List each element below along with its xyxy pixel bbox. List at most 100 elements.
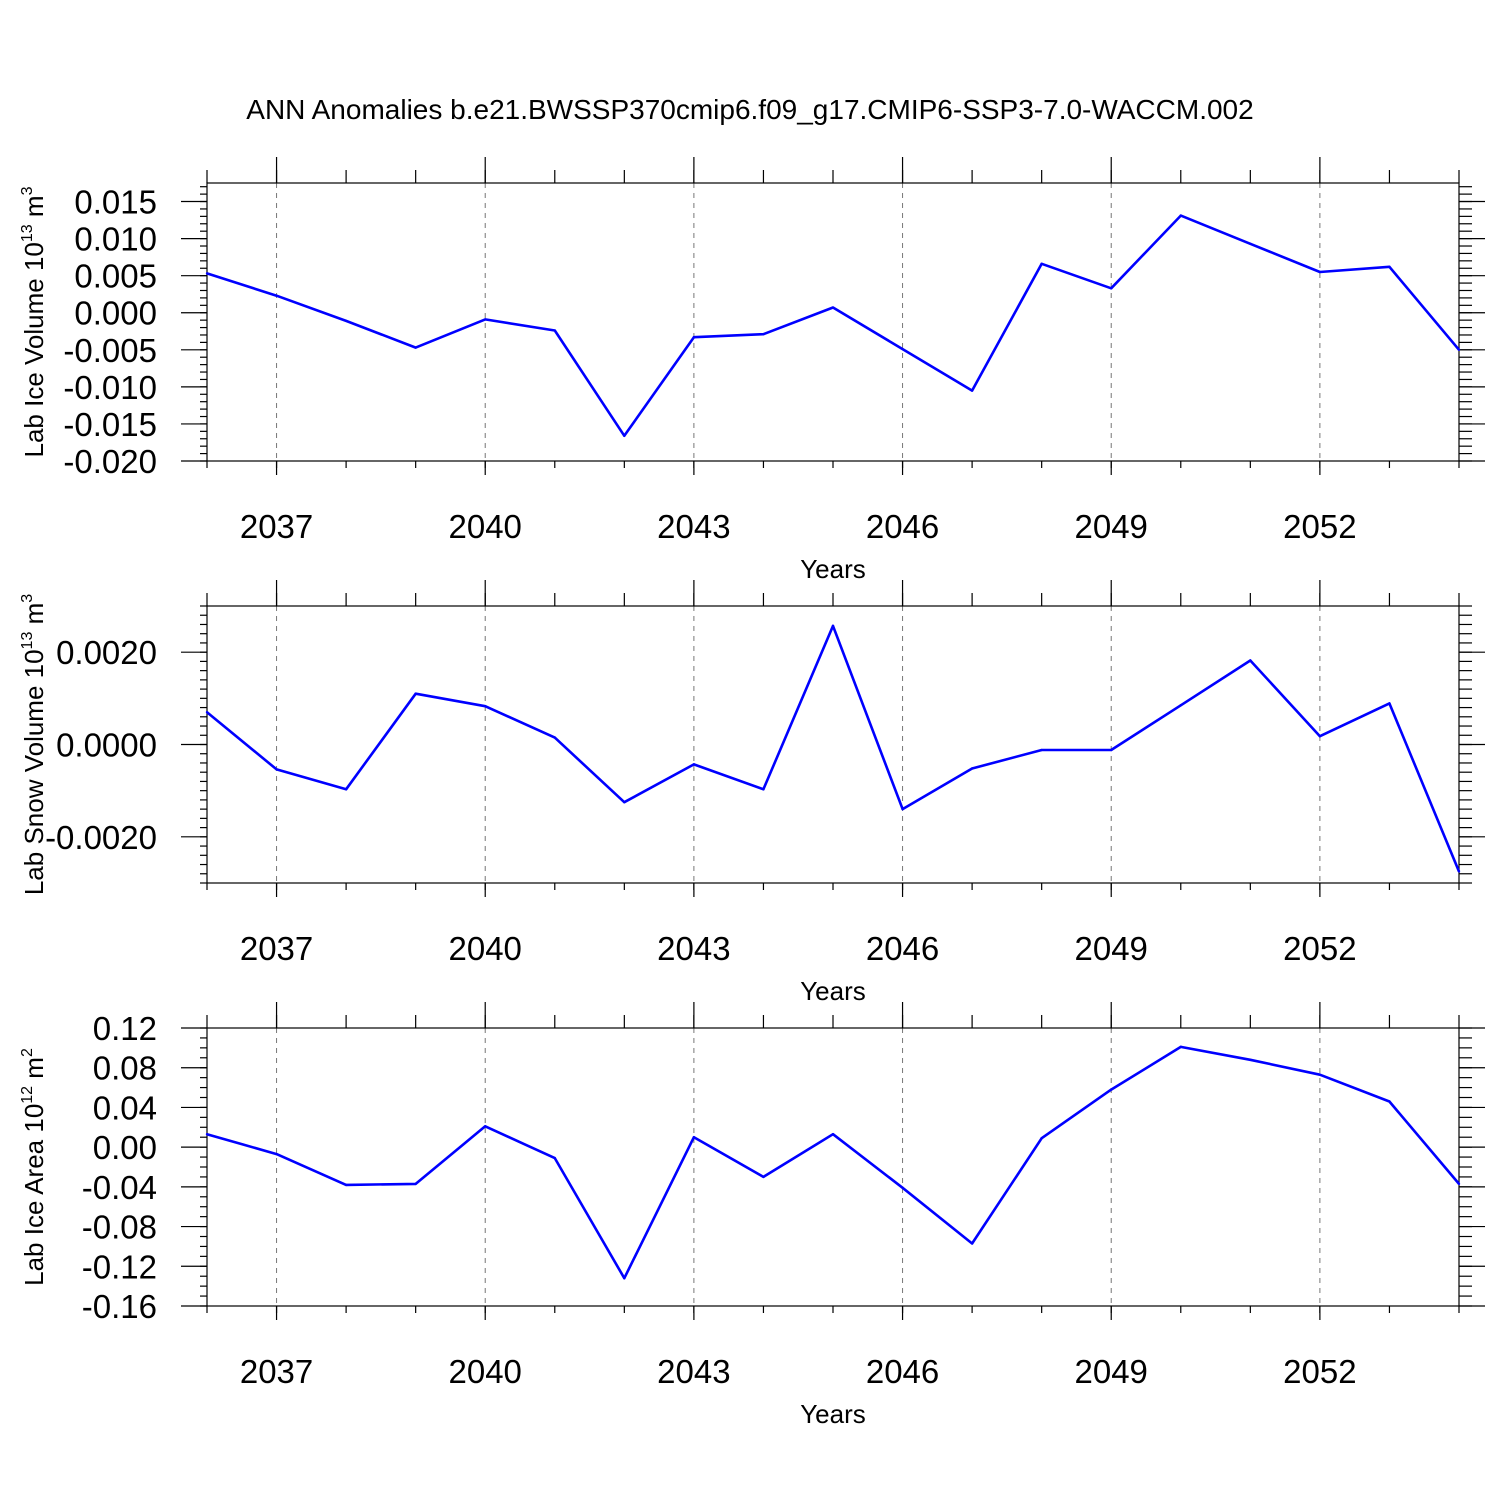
x-tick-label: 2037	[240, 930, 313, 967]
data-point	[762, 788, 765, 791]
y-axis-label-text: Lab Ice Area 10	[19, 1104, 49, 1286]
data-point	[1318, 734, 1322, 738]
data-point	[275, 768, 278, 771]
data-point	[1318, 1073, 1322, 1076]
data-point	[970, 1242, 974, 1245]
data-point	[1110, 1088, 1113, 1091]
y-axis-label: Lab Snow Volume 1013 m3	[19, 594, 49, 895]
data-point	[553, 736, 556, 739]
y-tick-label: 0.005	[74, 258, 157, 295]
data-point	[1179, 1045, 1182, 1049]
x-tick-label: 2040	[449, 930, 522, 967]
y-tick-label: 0.010	[74, 221, 157, 258]
y-tick-label: -0.020	[63, 443, 157, 480]
chart-panel-1: 2037 2040 2043 2046 2049 2052 0.0150.0100.0050…	[19, 157, 1485, 584]
data-point	[1179, 704, 1182, 707]
y-tick-label: -0.04	[82, 1169, 157, 1206]
plot-frame	[206, 182, 1460, 462]
data-point	[1040, 1137, 1043, 1140]
data-point	[1249, 242, 1252, 245]
data-point	[1249, 659, 1252, 662]
data-point	[901, 807, 904, 811]
data-point	[1457, 870, 1461, 873]
chart-panel-3: 2037 2040 2043 2046 2049 2052 0.120.080.040.00…	[19, 1002, 1485, 1429]
y-axis-label-exponent: 13	[19, 632, 36, 650]
y-tick-label: -0.015	[63, 406, 157, 443]
data-point	[762, 333, 765, 336]
data-point	[1457, 1182, 1461, 1186]
data-point	[1388, 702, 1391, 705]
x-tick-label: 2046	[866, 930, 939, 967]
y-tick-label: 0.04	[93, 1089, 157, 1126]
x-tick-label: 2043	[657, 1353, 730, 1390]
y-axis-label-text: Lab Snow Volume 10	[19, 649, 49, 895]
plot-frame	[206, 1027, 1460, 1307]
x-axis-label: Years	[800, 554, 866, 584]
data-point	[1110, 287, 1113, 290]
data-point	[692, 1136, 696, 1139]
y-tick-label: 0.08	[93, 1050, 157, 1087]
y-tick-label: -0.16	[82, 1288, 157, 1325]
data-point	[623, 434, 626, 437]
data-point	[692, 763, 696, 766]
data-point	[1179, 214, 1182, 217]
y-tick-label: -0.12	[82, 1248, 157, 1285]
y-tick-label: 0.0000	[56, 727, 157, 764]
data-point	[831, 624, 835, 628]
y-axis-label: Lab Ice Area 1012 m2	[19, 1048, 49, 1286]
x-tick-label: 2040	[449, 1353, 522, 1390]
y-axis-label-unit-exponent: 3	[19, 594, 36, 603]
y-axis-label-unit: m	[19, 195, 49, 224]
data-point	[344, 788, 348, 791]
data-point	[901, 347, 904, 351]
data-point	[762, 1175, 765, 1179]
data-point	[205, 710, 209, 714]
x-tick-label: 2049	[1075, 508, 1148, 545]
data-point	[553, 329, 556, 332]
x-tick-label: 2049	[1075, 1353, 1148, 1390]
x-tick-label: 2049	[1075, 930, 1148, 967]
data-point	[414, 1182, 417, 1186]
data-point	[1040, 262, 1043, 266]
data-point	[205, 1133, 209, 1136]
series-line	[206, 624, 1461, 872]
data-point	[1388, 265, 1391, 268]
data-point	[970, 767, 974, 770]
y-tick-label: 0.0020	[56, 634, 157, 671]
y-axis-label-exponent: 13	[19, 224, 36, 242]
data-point	[1040, 748, 1043, 752]
series-line	[206, 1045, 1460, 1280]
x-tick-label: 2043	[657, 930, 730, 967]
y-tick-label: 0.015	[74, 184, 157, 221]
y-tick-label: -0.005	[63, 332, 157, 369]
data-point	[970, 389, 974, 392]
x-tick-label: 2052	[1283, 508, 1356, 545]
y-axis-label-unit-exponent: 3	[19, 186, 36, 195]
data-point	[205, 272, 209, 275]
x-tick-label: 2037	[240, 508, 313, 545]
y-axis-label-exponent: 12	[19, 1086, 36, 1104]
x-tick-label: 2046	[866, 508, 939, 545]
y-tick-label: 0.000	[74, 295, 157, 332]
y-axis-label-text: Lab Ice Volume 10	[19, 242, 49, 457]
data-point	[1110, 748, 1113, 752]
data-point	[484, 318, 487, 321]
x-tick-label: 2043	[657, 508, 730, 545]
data-point	[414, 692, 417, 695]
y-tick-label: 0.12	[93, 1010, 157, 1047]
y-tick-label: -0.08	[82, 1209, 157, 1246]
data-point	[831, 1133, 835, 1136]
y-axis-label: Lab Ice Volume 1013 m3	[19, 186, 49, 457]
chart-panel-2: 2037 2040 2043 2046 2049 2052 0.0020 0.0000 -0.0…	[19, 580, 1485, 1006]
x-tick-label: 2040	[449, 508, 522, 545]
data-point	[275, 294, 278, 297]
y-axis-label-unit: m	[19, 603, 49, 632]
data-point	[344, 1183, 348, 1187]
x-tick-label: 2052	[1283, 1353, 1356, 1390]
data-point	[831, 306, 835, 309]
data-point	[484, 1125, 487, 1128]
data-point	[901, 1186, 904, 1190]
data-point	[414, 346, 417, 349]
data-point	[553, 1156, 556, 1160]
